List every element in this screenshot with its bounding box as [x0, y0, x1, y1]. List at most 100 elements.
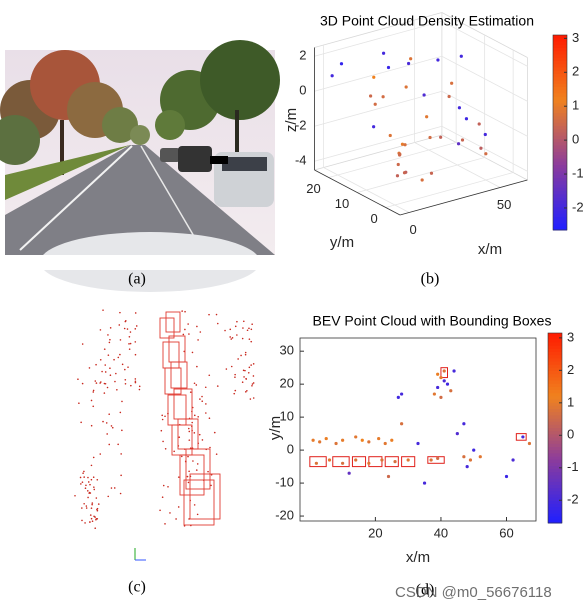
cloud-dot — [234, 389, 237, 392]
point — [341, 461, 345, 465]
colorbar-segment — [548, 507, 562, 511]
cloud-dot — [129, 331, 132, 333]
point — [404, 85, 408, 89]
colorbar-tick-label: -2 — [567, 492, 579, 507]
cloud-dot — [106, 386, 109, 389]
colorbar-segment — [553, 152, 567, 156]
colorbar-segment — [553, 113, 567, 117]
colorbar-segment — [548, 516, 562, 521]
cloud-dot — [248, 327, 250, 330]
cloud-dot — [83, 476, 85, 478]
point — [324, 436, 328, 441]
point — [429, 458, 433, 462]
cloud-dot — [95, 382, 98, 384]
cloud-dot — [196, 463, 199, 465]
cloud-dot — [162, 484, 165, 487]
colorbar-segment — [553, 223, 567, 228]
cloud-dot — [109, 374, 112, 377]
colorbar-tick-label: -1 — [567, 459, 579, 474]
x-tick-label: 40 — [434, 525, 448, 540]
cloud-dot — [164, 415, 166, 418]
cloud-dot — [244, 391, 247, 393]
cloud-dot — [249, 398, 252, 400]
cloud-dot — [119, 311, 121, 314]
point — [390, 438, 394, 442]
colorbar-tick-label: 3 — [567, 329, 574, 344]
grid-line — [328, 20, 457, 178]
point — [327, 458, 332, 462]
colorbar-segment — [548, 428, 562, 432]
colorbar-segment — [548, 447, 562, 451]
cloud-dot — [119, 411, 122, 414]
colorbar-segment — [548, 361, 562, 366]
colorbar-segment — [548, 513, 562, 518]
cloud-dot — [204, 386, 207, 389]
cloud-dot — [193, 432, 196, 434]
x-tick-label: 0 — [409, 222, 416, 237]
cloud-dot — [81, 519, 83, 522]
cloud-dot — [120, 453, 122, 455]
grid-line — [385, 50, 514, 208]
cloud-dot — [241, 381, 244, 383]
bounding-box — [368, 456, 383, 468]
cloud-dot — [242, 327, 244, 329]
colorbar-segment — [553, 96, 567, 101]
point — [447, 94, 451, 99]
cloud-dot — [118, 324, 121, 326]
point — [422, 93, 426, 97]
point — [459, 54, 463, 58]
point — [449, 389, 453, 393]
point — [484, 152, 488, 156]
cloud-dot — [80, 483, 82, 485]
cloud-dot — [100, 381, 102, 383]
colorbar-segment — [553, 145, 567, 150]
colorbar-segment — [548, 396, 562, 400]
colorbar-segment — [548, 367, 562, 372]
cloud-dot — [94, 380, 97, 382]
y-tick-label: 10 — [335, 196, 349, 211]
cloud-box — [179, 454, 205, 496]
cloud-dot — [205, 403, 207, 405]
colorbar-segment — [548, 453, 562, 457]
colorbar-segment — [553, 210, 567, 215]
colorbar-segment — [548, 405, 562, 410]
cloud-dot — [96, 507, 99, 510]
colorbar-segment — [553, 171, 567, 176]
cloud-dot — [161, 418, 164, 421]
cloud-dot — [188, 430, 191, 433]
cloud-dot — [134, 353, 137, 356]
cloud-dot — [108, 413, 110, 416]
cloud-dot — [107, 354, 110, 356]
colorbar-segment — [553, 35, 567, 39]
colorbar-segment — [548, 424, 562, 429]
cloud-dot — [188, 470, 190, 473]
colorbar-segment — [553, 48, 567, 52]
point — [367, 461, 371, 465]
cloud-dot — [121, 429, 123, 432]
lane-line — [19, 145, 133, 251]
colorbar-segment — [553, 191, 567, 195]
point — [318, 440, 322, 444]
cloud-dot — [88, 367, 91, 369]
cloud-dot — [95, 497, 98, 499]
cloud-dot — [90, 464, 93, 467]
point — [478, 455, 482, 459]
cloud-dot — [251, 384, 253, 387]
cloud-dot — [205, 412, 207, 414]
cloud-dot — [128, 336, 131, 338]
z-axis-label: z/m — [283, 108, 300, 132]
point — [420, 178, 424, 182]
bounding-box — [309, 456, 327, 468]
cloud-dot — [87, 481, 90, 483]
colorbar-segment — [548, 421, 562, 426]
box-edge — [314, 12, 443, 48]
cloud-dot — [134, 381, 137, 384]
point — [388, 133, 392, 138]
cloud-dot — [195, 469, 198, 471]
cloud-dot — [109, 367, 111, 370]
x-axis — [399, 179, 528, 216]
colorbar-segment — [548, 380, 562, 385]
colorbar-segment — [553, 142, 567, 146]
cloud-dot — [250, 340, 253, 343]
cloud-dot — [186, 475, 189, 478]
